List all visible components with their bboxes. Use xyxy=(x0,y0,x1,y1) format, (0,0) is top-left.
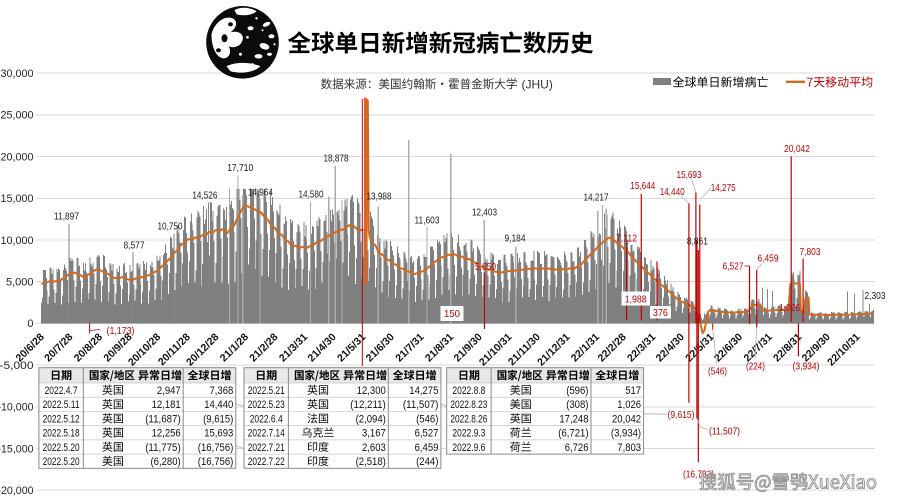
svg-text:20,000: 20,000 xyxy=(1,151,34,163)
svg-text:(12,211): (12,211) xyxy=(350,399,386,411)
svg-text:-5,000: -5,000 xyxy=(0,360,34,372)
svg-text:11,603: 11,603 xyxy=(415,215,440,227)
svg-text:7,368: 7,368 xyxy=(210,385,234,397)
svg-text:5,650: 5,650 xyxy=(475,261,496,273)
svg-text:14,275: 14,275 xyxy=(409,385,438,397)
svg-text:17,710: 17,710 xyxy=(227,162,253,174)
svg-text:14,526: 14,526 xyxy=(192,189,217,201)
svg-text:(11,507): (11,507) xyxy=(709,426,740,438)
svg-text:(1,173): (1,173) xyxy=(107,325,135,337)
svg-text:7,112: 7,112 xyxy=(616,233,637,245)
svg-text:2022.5.20: 2022.5.20 xyxy=(43,442,80,454)
svg-text:17,248: 17,248 xyxy=(559,413,588,425)
svg-text:(224): (224) xyxy=(746,361,765,373)
svg-text:-15,000: -15,000 xyxy=(0,443,34,455)
svg-text:2,603: 2,603 xyxy=(362,442,386,454)
svg-text:1,026: 1,026 xyxy=(779,302,800,314)
svg-text:6,459: 6,459 xyxy=(415,442,439,454)
svg-text:12,300: 12,300 xyxy=(357,385,386,397)
svg-text:(3,934): (3,934) xyxy=(793,361,820,373)
svg-text:14,580: 14,580 xyxy=(299,189,324,201)
svg-text:0: 0 xyxy=(27,318,33,330)
svg-text:(6,721): (6,721) xyxy=(558,428,588,440)
svg-text:1,988: 1,988 xyxy=(625,293,647,305)
svg-text:(JHU): (JHU) xyxy=(522,77,553,91)
svg-text:(11,507): (11,507) xyxy=(403,399,439,411)
svg-text:5,000: 5,000 xyxy=(6,277,34,289)
svg-text:14,275: 14,275 xyxy=(711,182,736,194)
svg-text:12,181: 12,181 xyxy=(152,399,181,411)
svg-text:14,964: 14,964 xyxy=(248,186,273,198)
svg-text:6,459: 6,459 xyxy=(758,253,779,265)
svg-text:2022.8.8: 2022.8.8 xyxy=(452,385,485,397)
svg-text:20,042: 20,042 xyxy=(612,413,641,425)
svg-text:517: 517 xyxy=(625,385,641,397)
svg-text:2022.7.14: 2022.7.14 xyxy=(248,428,285,440)
svg-text:6,527: 6,527 xyxy=(415,428,439,440)
svg-text:20,042: 20,042 xyxy=(784,143,810,155)
svg-text:(2,518): (2,518) xyxy=(356,456,386,468)
svg-text:(9,615): (9,615) xyxy=(668,409,695,421)
svg-text:6,527: 6,527 xyxy=(723,261,744,273)
svg-text:2022.5.21: 2022.5.21 xyxy=(248,385,285,397)
svg-text:2022.9.3: 2022.9.3 xyxy=(452,428,485,440)
svg-text:(9,615): (9,615) xyxy=(203,413,233,425)
svg-text:376: 376 xyxy=(653,307,668,319)
svg-text:2022.5.12: 2022.5.12 xyxy=(43,413,80,425)
svg-text:7,803: 7,803 xyxy=(617,442,641,454)
svg-text:2022.9.6: 2022.9.6 xyxy=(452,442,485,454)
svg-text:10,750: 10,750 xyxy=(158,221,183,233)
svg-text:2022.4.7: 2022.4.7 xyxy=(45,385,78,397)
svg-text:9,184: 9,184 xyxy=(505,233,526,245)
svg-text:2022.8.26: 2022.8.26 xyxy=(450,413,487,425)
svg-text:(16,756): (16,756) xyxy=(198,456,234,468)
svg-text:(546): (546) xyxy=(416,413,438,425)
svg-text:(308): (308) xyxy=(566,399,588,411)
svg-text:11,897: 11,897 xyxy=(54,211,79,223)
svg-text:(546): (546) xyxy=(708,366,727,378)
svg-text:14,217: 14,217 xyxy=(584,191,609,203)
svg-text:15,693: 15,693 xyxy=(204,428,233,440)
svg-text:6,726: 6,726 xyxy=(565,442,589,454)
svg-text:10,000: 10,000 xyxy=(1,235,34,247)
svg-text:15,000: 15,000 xyxy=(1,193,34,205)
svg-text:(3,934): (3,934) xyxy=(611,428,641,440)
svg-text:15,644: 15,644 xyxy=(630,180,655,192)
svg-text:8,577: 8,577 xyxy=(124,240,145,252)
svg-text:(596): (596) xyxy=(566,385,588,397)
svg-text:1,026: 1,026 xyxy=(617,399,641,411)
svg-text:12,256: 12,256 xyxy=(152,428,181,440)
svg-text:15,693: 15,693 xyxy=(677,169,702,181)
svg-text:18,878: 18,878 xyxy=(324,153,349,165)
svg-text:30,000: 30,000 xyxy=(1,68,34,80)
svg-text:2022.5.20: 2022.5.20 xyxy=(43,456,80,468)
svg-text:150: 150 xyxy=(444,308,460,320)
svg-text:(16,756): (16,756) xyxy=(198,442,234,454)
svg-text:(2,094): (2,094) xyxy=(356,413,386,425)
svg-text:(6,280): (6,280) xyxy=(151,456,181,468)
svg-text:2022.8.23: 2022.8.23 xyxy=(450,399,487,411)
svg-text:2,303: 2,303 xyxy=(865,290,886,302)
svg-text:2022.7.21: 2022.7.21 xyxy=(248,442,285,454)
svg-text:2022.6.4: 2022.6.4 xyxy=(250,413,283,425)
svg-text:8,861: 8,861 xyxy=(687,236,708,248)
svg-text:13,988: 13,988 xyxy=(367,191,392,203)
svg-text:3,167: 3,167 xyxy=(362,428,386,440)
svg-text:14,440: 14,440 xyxy=(204,399,233,411)
svg-text:2,947: 2,947 xyxy=(157,385,181,397)
svg-text:(244): (244) xyxy=(416,456,438,468)
svg-text:2022.5.23: 2022.5.23 xyxy=(248,399,285,411)
svg-text:2022.5.18: 2022.5.18 xyxy=(43,428,80,440)
svg-text:-20,000: -20,000 xyxy=(0,485,34,497)
svg-text:2022.7.22: 2022.7.22 xyxy=(248,456,285,468)
svg-text:12,403: 12,403 xyxy=(472,206,497,218)
svg-text:2022.5.11: 2022.5.11 xyxy=(43,399,80,411)
svg-text:7,803: 7,803 xyxy=(800,246,821,258)
svg-text:(11,687): (11,687) xyxy=(145,413,181,425)
svg-text:25,000: 25,000 xyxy=(1,110,34,122)
svg-text:14,440: 14,440 xyxy=(660,186,685,198)
svg-text:-10,000: -10,000 xyxy=(0,402,34,414)
svg-text:(11,775): (11,775) xyxy=(145,442,181,454)
